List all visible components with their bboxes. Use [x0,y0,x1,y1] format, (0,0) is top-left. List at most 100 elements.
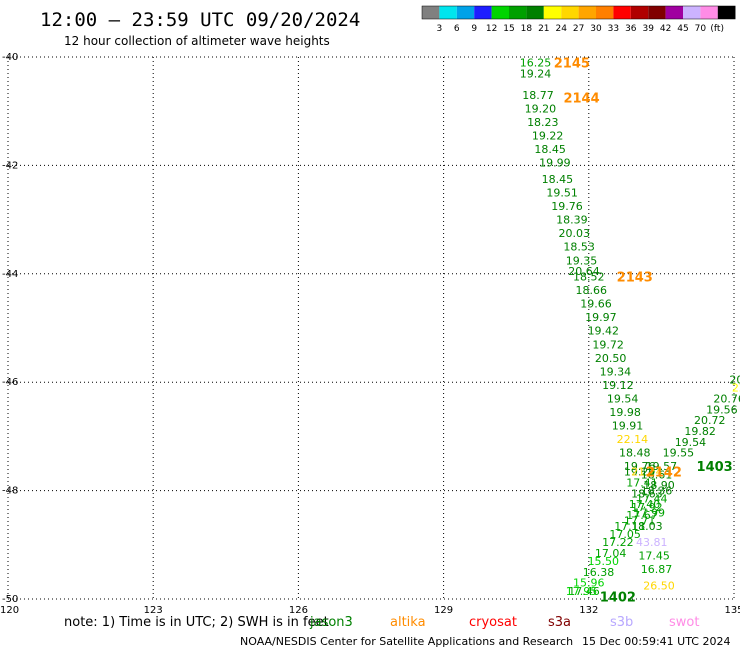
colorbar-swatch [648,6,666,19]
swh-value-label: 19.29 [624,466,656,479]
swh-value-label: 18.03 [631,520,663,533]
swh-value-label: 17.92 [631,501,663,514]
swh-value-label: 19.98 [609,406,641,419]
colorbar-swatch [630,6,649,19]
colorbar-swatch [526,6,544,19]
colorbar-label: 70 [695,24,707,34]
swh-value-label: 19.66 [580,298,612,311]
colorbar-swatch [578,6,596,19]
swh-value-label: 19.20 [525,102,557,115]
swh-value-label: 17.71 [624,514,656,527]
swh-value-label: 17.99 [634,506,666,519]
plot-grid [7,56,735,600]
colorbar-swatch [717,6,736,19]
colorbar-label: 9 [471,24,477,34]
colorbar-swatch [439,6,457,19]
colorbar-swatch [422,6,440,19]
swh-value-label: 19.54 [675,436,707,449]
y-tick-label: -44 [2,269,18,280]
pass-time-label: 2145 [554,56,590,71]
swh-value-label: 18.45 [542,173,574,186]
colorbar-label: 18 [521,24,533,34]
colorbar-label: 3 [437,24,443,34]
chart-title: 12:00 – 23:59 UTC 09/20/2024 [40,9,360,31]
axis-ticks: 120 123 126 129 132 135 -40 -42 -44 -46 -48 -50 [0,52,740,616]
swh-value-label: 19.97 [585,311,617,324]
satellite-legend-s3a: s3a [548,615,571,630]
colorbar-unit: (ft) [710,24,724,34]
swh-value-label: 17.95 [566,585,598,598]
swh-value-label: 20.72 [694,414,726,427]
colorbar-label: 15 [503,24,514,34]
swh-value-label: 19.72 [592,338,624,351]
swh-value-label: 20.76 [713,392,740,405]
swh-value-label: 17.44 [636,493,668,506]
swh-value-label: 19.76 [624,460,656,473]
colorbar-swatch [456,6,475,19]
swh-value-label: 18.61 [641,468,673,481]
swh-value-label: 18.53 [563,241,595,254]
y-tick-label: -46 [2,377,18,388]
colorbar-swatch [474,6,492,19]
colorbar-label: 24 [555,24,567,34]
swh-value-label: 19.34 [600,365,632,378]
swh-value-label: 19.91 [612,420,644,433]
colorbar-swatch [665,6,683,19]
colorbar-label: 33 [608,24,619,34]
swh-value-label: 17.67 [626,509,658,522]
colorbar-swatch [596,6,614,19]
x-tick-label: 135 [724,605,740,616]
swh-value-label: 20.03 [559,227,591,240]
colorbar-swatch [543,6,562,19]
swh-value-label: 17.45 [638,550,670,563]
swh-value-label: 19.51 [546,187,578,200]
swh-value-label: 18.23 [527,116,559,129]
swh-value-label: 17.04 [595,547,627,560]
swh-value-label: 19.22 [532,130,564,143]
swh-value-label: 16.87 [641,563,673,576]
swh-value-label: 20.50 [595,352,627,365]
y-tick-label: -40 [2,52,18,63]
y-tick-label: -50 [2,594,18,605]
swh-value-label: 18.39 [556,214,588,227]
x-tick-label: 123 [144,605,163,616]
satellite-legend-s3b: s3b [610,615,633,630]
swh-value-label: 17.22 [602,536,634,549]
colorbar: 3 6 9 12 15 18 21 24 27 30 33 36 39 42 45 70 (ft) [421,5,736,34]
pass-time-label: 2144 [563,92,599,107]
swh-value-label: 19.35 [566,254,598,267]
swh-value-label: 15.50 [588,555,620,568]
swh-value-label: 17.41 [626,476,658,489]
colorbar-label: 30 [590,24,602,34]
swh-value-label: 43.81 [636,536,668,549]
footer-timestamp: 15 Dec 00:59:41 UTC 2024 [582,635,730,648]
swh-value-label: 16.38 [583,566,615,579]
pass-time-label: 1402 [600,590,636,605]
swh-value-label: 20.64 [568,265,600,278]
satellite-legend-jason3: jason3 [309,615,353,630]
swh-value-label: 18.36 [641,485,673,498]
colorbar-label: 36 [625,24,637,34]
swh-value-label: 19.54 [607,392,639,405]
swh-value-label: 19.42 [588,325,620,338]
swh-value-label: 16.25 [520,56,552,69]
swh-value-label: 19.12 [602,379,634,392]
swh-value-label: 18.48 [619,447,651,460]
satellite-legend: jason3 altika cryosat s3a s3b swot [309,615,699,630]
swh-value-label: 18.45 [534,143,566,156]
colorbar-label: 6 [454,24,460,34]
x-tick-label: 132 [579,605,598,616]
swh-value-label: 19.57 [646,460,678,473]
x-tick-label: 120 [0,605,19,616]
pass-time-label: 2143 [617,271,653,286]
swh-value-label: 17.40 [629,498,661,511]
swh-value-label: 20 [729,373,740,386]
x-tick-label: 126 [289,605,308,616]
swh-value-label: 19.76 [551,200,583,213]
swh-value-label: 19.56 [706,403,738,416]
y-tick-label: -48 [2,486,18,497]
swh-value-label: 21.24 [631,466,663,479]
satellite-legend-altika: altika [390,615,426,630]
swh-value-label: 18.77 [522,89,554,102]
